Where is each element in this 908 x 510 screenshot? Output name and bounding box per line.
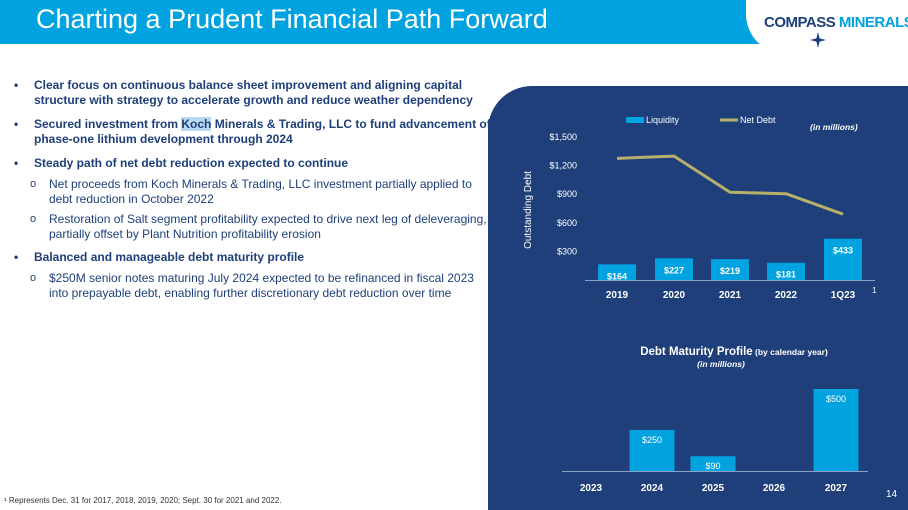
bullet-marker: • bbox=[14, 117, 19, 131]
maturity-x-tick-label: 2027 bbox=[825, 483, 848, 494]
page-title: Charting a Prudent Financial Path Forwar… bbox=[36, 4, 548, 34]
maturity-x-tick-label: 2025 bbox=[702, 483, 725, 494]
x-tick-label: 2021 bbox=[719, 290, 742, 301]
y-tick-label: $600 bbox=[557, 218, 577, 228]
maturity-title-main: Debt Maturity Profile bbox=[640, 346, 752, 358]
y-tick-label: $1,200 bbox=[549, 161, 577, 171]
bullet-item: • Steady path of net debt reduction expec… bbox=[12, 156, 492, 171]
compass-star-icon bbox=[810, 32, 826, 48]
x-tick-label: 2022 bbox=[775, 290, 798, 301]
bullet-text-pre: Secured investment from bbox=[34, 117, 182, 131]
maturity-data-label: $250 bbox=[642, 435, 662, 445]
net-debt-line bbox=[616, 154, 844, 216]
y-tick-label: $300 bbox=[557, 246, 577, 256]
bullet-marker: • bbox=[14, 78, 19, 92]
y-axis-title: Outstanding Debt bbox=[523, 171, 534, 249]
maturity-chart-title: Debt Maturity Profile (by calendar year) bbox=[640, 346, 828, 358]
liquidity-data-label: $219 bbox=[720, 266, 740, 276]
bullet-list: • Clear focus on continuous balance sheet… bbox=[12, 78, 492, 309]
logo-part-compass: COMPASS bbox=[764, 14, 839, 31]
maturity-chart-subtitle: (in millions) bbox=[697, 359, 745, 369]
legend-label-net-debt: Net Debt bbox=[740, 115, 776, 125]
bullet-item: • Balanced and manageable debt maturity p… bbox=[12, 250, 492, 265]
maturity-title-suffix: (by calendar year) bbox=[753, 347, 828, 357]
bullet-marker: • bbox=[14, 250, 19, 264]
liquidity-bar bbox=[767, 262, 805, 280]
y-tick-label: $900 bbox=[557, 189, 577, 199]
legend-swatch-liquidity bbox=[626, 117, 644, 123]
maturity-data-label: $90 bbox=[705, 461, 720, 471]
company-logo: COMPASS MINERALS bbox=[746, 0, 908, 54]
maturity-x-tick-label: 2023 bbox=[580, 483, 603, 494]
liquidity-data-label: $227 bbox=[664, 265, 684, 275]
bullet-item: • Clear focus on continuous balance sheet… bbox=[12, 78, 492, 108]
sub-bullet-item: o Restoration of Salt segment profitabili… bbox=[12, 212, 492, 242]
sub-bullet-marker: o bbox=[30, 213, 37, 225]
legend-label-liquidity: Liquidity bbox=[646, 115, 680, 125]
maturity-bar bbox=[813, 389, 859, 471]
units-note: (in millions) bbox=[810, 122, 858, 132]
x-tick-label: 2020 bbox=[663, 290, 686, 301]
liquidity-data-label: $164 bbox=[607, 271, 627, 281]
category-footnote-marker: 1 bbox=[872, 286, 877, 295]
sub-bullet-text: $250M senior notes maturing July 2024 ex… bbox=[49, 271, 474, 300]
x-tick-label: 2019 bbox=[606, 290, 629, 301]
bullet-text: Steady path of net debt reduction expect… bbox=[34, 156, 349, 170]
page-number: 14 bbox=[886, 489, 898, 500]
y-tick-label: $1,500 bbox=[549, 132, 577, 142]
maturity-bar bbox=[690, 456, 736, 471]
bullet-text: Clear focus on continuous balance sheet … bbox=[34, 78, 473, 107]
bullet-text: Balanced and manageable debt maturity pr… bbox=[34, 250, 305, 264]
logo-part-minerals: MINERALS bbox=[838, 14, 908, 31]
sub-bullet-text: Net proceeds from Koch Minerals & Tradin… bbox=[49, 177, 472, 206]
logo-text: COMPASS MINERALS bbox=[764, 14, 908, 31]
footnote: ¹ Represents Dec. 31 for 2017, 2018, 201… bbox=[4, 496, 282, 505]
liquidity-bar bbox=[824, 238, 862, 280]
sub-bullet-marker: o bbox=[30, 272, 37, 284]
highlighted-word: Koch bbox=[181, 117, 212, 131]
bullet-marker: • bbox=[14, 156, 19, 170]
liquidity-bar bbox=[711, 259, 749, 280]
liquidity-data-label: $433 bbox=[833, 246, 853, 256]
sub-bullet-text: Restoration of Salt segment profitabilit… bbox=[49, 212, 487, 241]
maturity-bar bbox=[629, 430, 675, 471]
sub-bullet-marker: o bbox=[30, 178, 37, 190]
x-tick-label: 1Q23 bbox=[831, 290, 856, 301]
sub-bullet-item: o Net proceeds from Koch Minerals & Tradi… bbox=[12, 177, 492, 207]
maturity-x-tick-label: 2026 bbox=[763, 483, 786, 494]
sub-bullet-item: o $250M senior notes maturing July 2024 e… bbox=[12, 271, 492, 301]
liquidity-bar bbox=[598, 264, 636, 280]
maturity-data-label: $500 bbox=[826, 394, 846, 404]
bullet-item: • Secured investment from Koch Minerals &… bbox=[12, 117, 492, 147]
liquidity-data-label: $181 bbox=[776, 270, 796, 280]
liquidity-bar bbox=[655, 258, 693, 280]
bullet-text-post: Minerals & Trading, LLC to fund advancem… bbox=[34, 117, 491, 146]
maturity-x-tick-label: 2024 bbox=[641, 483, 664, 494]
